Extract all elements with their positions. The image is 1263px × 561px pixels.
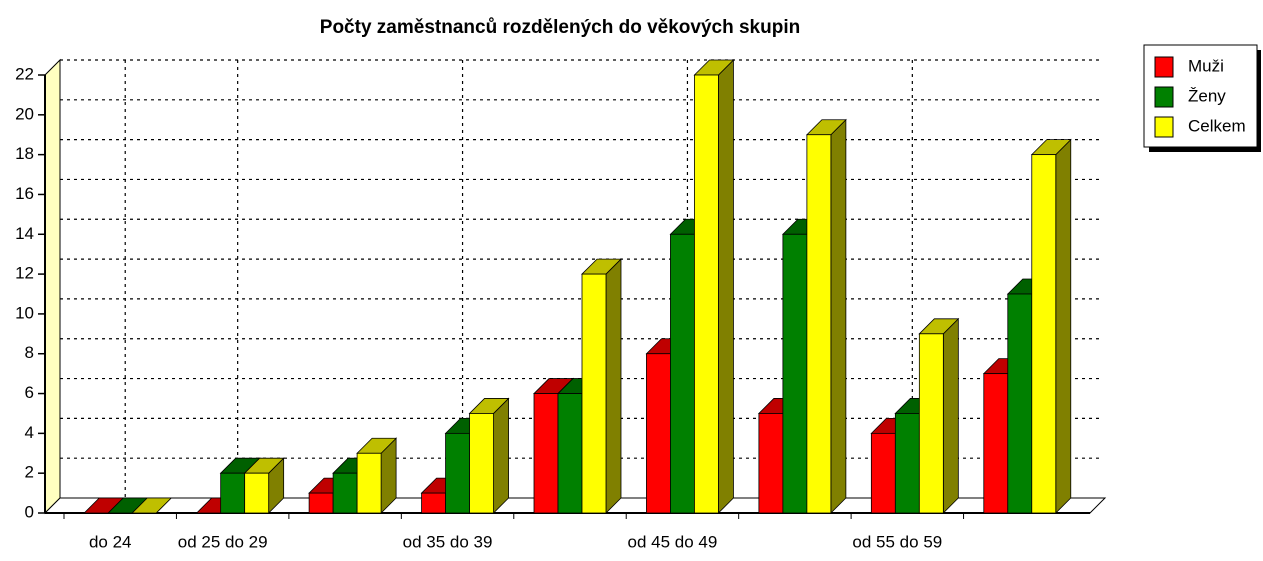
- left-wall: [44, 58, 61, 515]
- legend: Muži Ženy Celkem: [1143, 44, 1261, 152]
- x-tick-label: od 35 do 39: [403, 532, 493, 551]
- y-tick-label: 10: [15, 303, 34, 322]
- bar: [468, 397, 510, 514]
- y-tick-label: 6: [25, 383, 34, 402]
- x-tick-label: od 45 do 49: [628, 532, 718, 551]
- bar-front: [670, 233, 695, 514]
- bar: [1030, 138, 1072, 514]
- bar-front: [308, 492, 334, 514]
- bar-front: [533, 393, 559, 514]
- y-tick-label: 22: [15, 64, 34, 83]
- bar-front: [694, 74, 719, 514]
- bar-top: [131, 497, 173, 514]
- bar-side: [830, 118, 847, 514]
- bar: [356, 437, 398, 514]
- legend-label: Muži: [1188, 56, 1224, 75]
- y-tick-label: 18: [15, 144, 34, 163]
- bar-front: [421, 492, 446, 514]
- bar: [805, 118, 847, 514]
- bar: [243, 457, 285, 514]
- chart-title: Počty zaměstnanců rozdělených do věkovýc…: [320, 17, 800, 38]
- bar-front: [445, 432, 470, 514]
- bar-side: [718, 59, 734, 514]
- bar-front: [918, 333, 944, 514]
- y-tick-label: 16: [15, 184, 34, 203]
- bar-front: [870, 432, 896, 514]
- x-tick-label: od 55 do 59: [852, 532, 942, 551]
- bar-front: [758, 413, 784, 514]
- legend-label: Celkem: [1188, 116, 1246, 135]
- bar: [581, 258, 622, 514]
- bar-front: [469, 413, 494, 514]
- legend-swatch: [1154, 116, 1174, 138]
- legend-label: Ženy: [1188, 86, 1226, 105]
- bar: [693, 59, 735, 514]
- bar-front: [806, 134, 832, 514]
- y-tick-label: 4: [25, 423, 34, 442]
- y-tick-label: 12: [15, 264, 34, 283]
- bar-front: [1031, 154, 1057, 514]
- y-tick-label: 8: [25, 343, 34, 362]
- legend-swatch: [1154, 56, 1174, 78]
- bar-front: [220, 472, 246, 514]
- bar-side: [942, 317, 959, 514]
- bar-front: [332, 472, 358, 514]
- y-tick-label: 20: [15, 104, 34, 123]
- bar-side: [1055, 138, 1072, 514]
- bar-front: [1007, 293, 1033, 514]
- y-tick-label: 2: [25, 463, 34, 482]
- x-tick-label: do 24: [89, 532, 132, 551]
- bar-front: [557, 393, 583, 514]
- bar-front: [244, 472, 270, 514]
- bar: [918, 317, 960, 514]
- bar-front: [782, 233, 808, 514]
- x-tick-label: od 25 do 29: [178, 532, 268, 551]
- legend-swatch: [1154, 86, 1174, 108]
- y-tick-label: 0: [25, 502, 34, 521]
- bar: [131, 497, 173, 514]
- y-tick-label: 14: [15, 224, 34, 243]
- bar-side: [493, 397, 509, 514]
- bar-front: [646, 353, 671, 514]
- bar-front: [581, 273, 607, 514]
- bar-side: [605, 258, 622, 514]
- bar-front: [983, 373, 1009, 514]
- bar-front: [894, 413, 920, 514]
- bar-front: [356, 452, 382, 514]
